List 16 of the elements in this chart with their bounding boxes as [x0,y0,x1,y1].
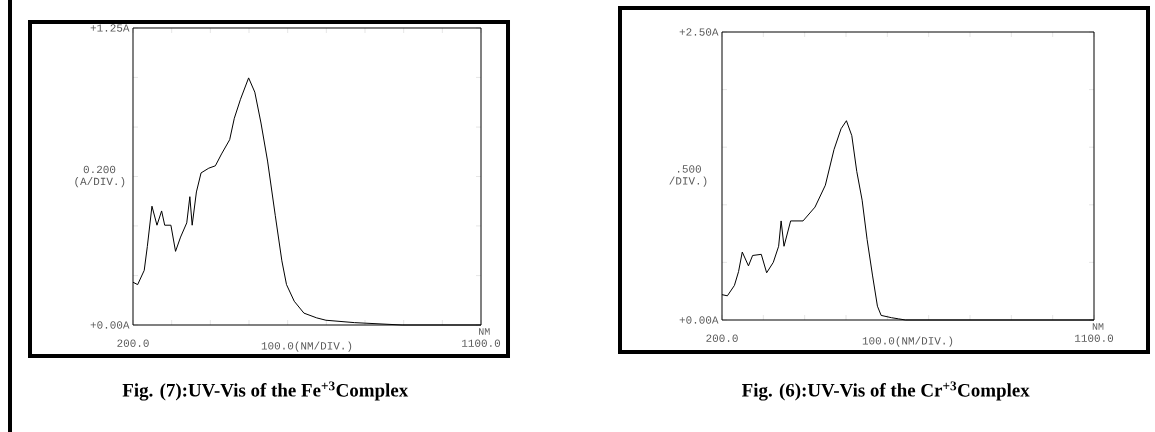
x-tick-label: 200.0 [706,334,738,342]
y-tick-label: +2.50A [679,28,719,36]
y-axis-title: .500 /DIV.) [669,165,707,187]
x-tick-label: 1100.0 [462,339,501,347]
text: Fig. (7):UV-Vis of the Fe$^{+3}$Complex [122,381,409,401]
text: NM [1092,323,1104,330]
y-tick-label: +0.00A [90,321,130,329]
y-axis-title: 0.200 (A/DIV.) [75,165,125,188]
y-tick-label: +1.25A [90,24,130,32]
x-tick-label: 200.0 [117,339,149,347]
text: Fig. (6):UV-Vis of the Cr$^{+3}$Complex [742,381,1030,401]
y-tick-label: +0.00A [679,316,719,324]
x-tick-label: 1100.0 [1075,334,1114,342]
x-axis-title: 100.0(NM/DIV.) [862,336,953,347]
x-axis-title: 100.0(NM/DIV.) [261,341,352,352]
text: NM [479,328,490,335]
